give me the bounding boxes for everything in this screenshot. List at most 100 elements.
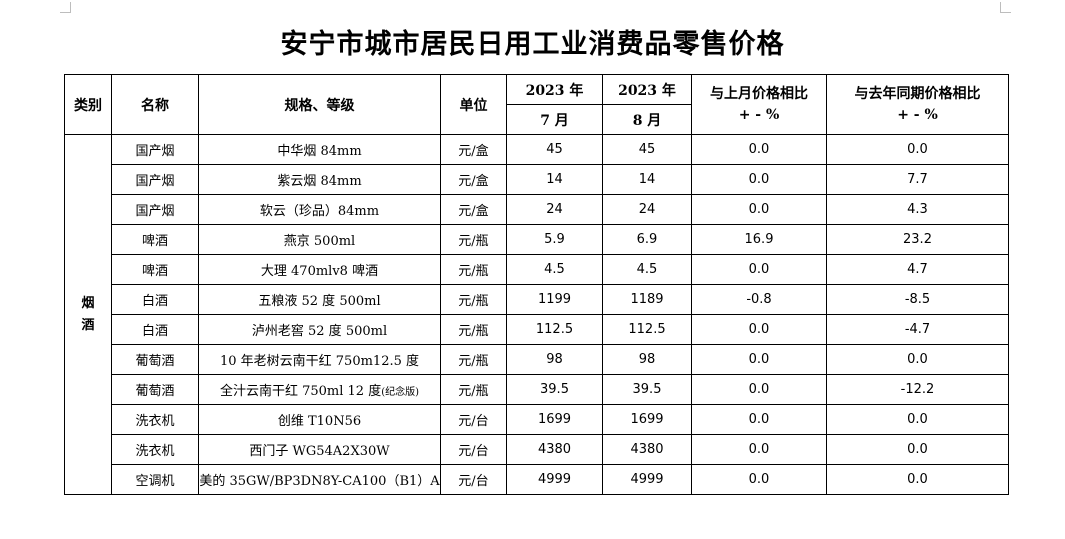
category-cell: 烟酒 [64, 134, 112, 495]
row-name: 国产烟 [111, 164, 199, 195]
table-row: 空调机 美的 35GW/BP3DN8Y-CA100（B1）A 元/台 4999 … [65, 464, 1009, 495]
row-name: 国产烟 [111, 134, 199, 165]
table-row: 国产烟 紫云烟 84mm 元/盒 14 14 0.0 7.7 [65, 164, 1009, 195]
row-yoy-change: 0.0 [826, 134, 1009, 165]
row-jul-price: 45 [506, 134, 603, 165]
row-jul-price: 4999 [506, 464, 603, 495]
row-name: 洗衣机 [111, 434, 199, 465]
header-cur-month: 8 月 [602, 104, 692, 135]
document-title: 安宁市城市居民日用工业消费品零售价格 [280, 29, 785, 60]
row-yoy-change: 23.2 [826, 224, 1009, 255]
row-spec: 大理 470mlv8 啤酒 [198, 254, 441, 285]
row-name: 葡萄酒 [111, 344, 199, 375]
row-name: 葡萄酒 [111, 374, 199, 405]
header-prev-month: 7 月 [506, 104, 603, 135]
row-spec: 10 年老树云南干红 750m12.5 度 [198, 344, 441, 375]
table-row: 葡萄酒 10 年老树云南干红 750m12.5 度 元/瓶 98 98 0.0 … [65, 344, 1009, 375]
price-table: 类别 名称 规格、等级 单位 2023 年 2023 年 与上月价格相比 + -… [64, 74, 1009, 495]
row-unit: 元/台 [440, 434, 507, 465]
row-aug-price: 24 [602, 194, 692, 225]
row-name: 空调机 [111, 464, 199, 495]
table-row: 国产烟 软云（珍品）84mm 元/盒 24 24 0.0 4.3 [65, 194, 1009, 225]
row-name: 啤酒 [111, 254, 199, 285]
header-yoy: 与去年同期价格相比 + - % [826, 74, 1009, 135]
row-name: 白酒 [111, 284, 199, 315]
row-jul-price: 112.5 [506, 314, 603, 345]
table-body: 烟酒 国产烟 中华烟 84mm 元/盒 45 45 0.0 0.0 国产烟 紫云… [64, 134, 1009, 495]
row-jul-price: 24 [506, 194, 603, 225]
header-cur-year: 2023 年 [602, 74, 692, 105]
row-unit: 元/盒 [440, 194, 507, 225]
row-jul-price: 14 [506, 164, 603, 195]
table-row: 啤酒 大理 470mlv8 啤酒 元/瓶 4.5 4.5 0.0 4.7 [65, 254, 1009, 285]
row-spec: 全汁云南干红 750ml 12 度(纪念版) [198, 374, 441, 405]
row-name: 白酒 [111, 314, 199, 345]
table-row: 烟酒 国产烟 中华烟 84mm 元/盒 45 45 0.0 0.0 [64, 134, 1009, 495]
page-corner-mark-right [1000, 2, 1011, 13]
row-mom-change: 16.9 [691, 224, 827, 255]
row-aug-price: 98 [602, 344, 692, 375]
row-mom-change: 0.0 [691, 314, 827, 345]
row-mom-change: -0.8 [691, 284, 827, 315]
row-aug-price: 4.5 [602, 254, 692, 285]
row-yoy-change: -8.5 [826, 284, 1009, 315]
row-aug-price: 45 [602, 134, 692, 165]
row-unit: 元/瓶 [440, 344, 507, 375]
row-aug-price: 4999 [602, 464, 692, 495]
row-spec: 五粮液 52 度 500ml [198, 284, 441, 315]
row-jul-price: 39.5 [506, 374, 603, 405]
row-yoy-change: 0.0 [826, 344, 1009, 375]
row-mom-change: 0.0 [691, 464, 827, 495]
row-yoy-change: 0.0 [826, 464, 1009, 495]
table-row: 白酒 五粮液 52 度 500ml 元/瓶 1199 1189 -0.8 -8.… [65, 284, 1009, 315]
header-yoy-unit: + - % [897, 106, 938, 123]
header-name: 名称 [111, 74, 199, 135]
row-yoy-change: 7.7 [826, 164, 1009, 195]
table-row: 洗衣机 创维 T10N56 元/台 1699 1699 0.0 0.0 [65, 404, 1009, 435]
row-unit: 元/瓶 [440, 224, 507, 255]
row-unit: 元/盒 [440, 164, 507, 195]
row-spec-note: (纪念版) [381, 387, 420, 398]
header-unit: 单位 [440, 74, 507, 135]
row-jul-price: 4380 [506, 434, 603, 465]
page-corner-mark-left [60, 2, 71, 13]
row-mom-change: 0.0 [691, 404, 827, 435]
table-row: 葡萄酒 全汁云南干红 750ml 12 度(纪念版) 元/瓶 39.5 39.5… [65, 374, 1009, 405]
row-yoy-change: 4.3 [826, 194, 1009, 225]
row-jul-price: 98 [506, 344, 603, 375]
row-yoy-change: 0.0 [826, 434, 1009, 465]
row-unit: 元/瓶 [440, 284, 507, 315]
row-mom-change: 0.0 [691, 374, 827, 405]
row-spec: 西门子 WG54A2X30W [198, 434, 441, 465]
header-spec: 规格、等级 [198, 74, 441, 135]
row-name: 洗衣机 [111, 404, 199, 435]
row-yoy-change: -4.7 [826, 314, 1009, 345]
row-mom-change: 0.0 [691, 194, 827, 225]
row-spec: 美的 35GW/BP3DN8Y-CA100（B1）A [198, 464, 441, 495]
header-yoy-label: 与去年同期价格相比 [854, 85, 981, 102]
row-unit: 元/盒 [440, 134, 507, 165]
row-yoy-change: 0.0 [826, 404, 1009, 435]
row-name: 啤酒 [111, 224, 199, 255]
row-aug-price: 39.5 [602, 374, 692, 405]
header-row-top: 类别 名称 规格、等级 单位 2023 年 2023 年 与上月价格相比 + -… [64, 74, 1009, 135]
row-unit: 元/台 [440, 464, 507, 495]
row-mom-change: 0.0 [691, 254, 827, 285]
row-spec: 紫云烟 84mm [198, 164, 441, 195]
header-mom: 与上月价格相比 + - % [691, 74, 827, 135]
row-mom-change: 0.0 [691, 134, 827, 165]
header-row-bottom: 7 月 8 月 [65, 104, 1009, 135]
row-aug-price: 112.5 [602, 314, 692, 345]
row-unit: 元/瓶 [440, 314, 507, 345]
row-unit: 元/台 [440, 404, 507, 435]
category-label: 烟酒 [81, 295, 95, 333]
row-unit: 元/瓶 [440, 374, 507, 405]
row-mom-change: 0.0 [691, 344, 827, 375]
table-row: 洗衣机 西门子 WG54A2X30W 元/台 4380 4380 0.0 0.0 [65, 434, 1009, 465]
row-aug-price: 1699 [602, 404, 692, 435]
row-spec: 中华烟 84mm [198, 134, 441, 165]
row-name: 国产烟 [111, 194, 199, 225]
row-mom-change: 0.0 [691, 164, 827, 195]
header-category: 类别 [64, 74, 112, 135]
row-spec-text: 全汁云南干红 750ml 12 度 [219, 384, 382, 399]
